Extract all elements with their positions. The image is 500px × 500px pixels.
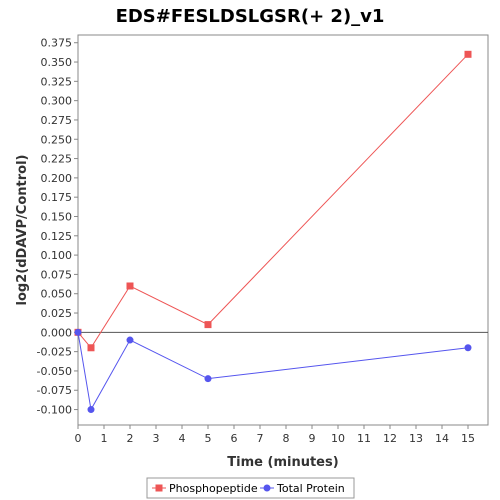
legend-swatch-marker	[263, 484, 271, 492]
y-tick-label: 0.075	[41, 268, 73, 281]
y-tick-label: -0.025	[37, 346, 72, 359]
x-tick-label: 2	[127, 432, 134, 445]
x-tick-label: 6	[231, 432, 238, 445]
total-protein-point	[87, 406, 95, 414]
total-protein-point	[126, 336, 134, 344]
y-tick-label: 0.100	[41, 249, 73, 262]
x-tick-label: 3	[153, 432, 160, 445]
y-tick-label: 0.275	[41, 114, 73, 127]
x-tick-label: 12	[383, 432, 397, 445]
y-axis: -0.100 -0.075 -0.050 -0.025 0.000 0.025 0.050 0…	[37, 37, 78, 417]
x-tick-label: 0	[75, 432, 82, 445]
legend-box	[146, 477, 355, 499]
phosphopeptide-point	[126, 282, 134, 290]
y-tick-label: 0.350	[41, 56, 73, 69]
y-tick-label: 0.300	[41, 95, 73, 108]
phosphopeptide-point	[87, 344, 95, 352]
x-tick-label: 10	[331, 432, 345, 445]
x-axis-title: Time (minutes)	[227, 455, 338, 470]
total-protein-point	[464, 344, 472, 352]
phosphopeptide-point	[204, 321, 212, 329]
legend-swatch-marker	[155, 484, 163, 492]
x-tick-label: 4	[179, 432, 186, 445]
x-tick-label: 7	[257, 432, 264, 445]
x-tick-label: 1	[101, 432, 108, 445]
y-axis-title: log2(dDAVP/Control)	[15, 155, 30, 306]
plot-area	[77, 34, 489, 426]
series-layer	[74, 50, 472, 414]
y-tick-label: -0.075	[37, 384, 72, 397]
y-tick-label: 0.250	[41, 133, 73, 146]
x-tick-label: 8	[283, 432, 290, 445]
x-tick-label: 15	[461, 432, 475, 445]
y-tick-label: 0.325	[41, 75, 73, 88]
phosphopeptide-point	[464, 50, 472, 58]
legend-label-total-protein: Total Protein	[276, 482, 345, 495]
legend-label-phosphopeptide: Phosphopeptide	[169, 482, 258, 495]
x-tick-label: 11	[357, 432, 371, 445]
x-axis: 0 1 2 3 4 5 6 7 8 9 10 11 12 13 14 15	[75, 425, 475, 445]
y-tick-label: -0.050	[37, 365, 72, 378]
x-tick-label: 9	[309, 432, 316, 445]
total-protein-point	[204, 375, 212, 383]
legend: Phosphopeptide Total Protein	[146, 477, 355, 499]
x-tick-label: 13	[409, 432, 423, 445]
x-tick-label: 5	[205, 432, 212, 445]
chart-title: EDS#FESLDSLGSR(+ 2)_v1	[116, 6, 385, 27]
y-tick-label: 0.200	[41, 172, 73, 185]
total-protein-point	[74, 328, 82, 336]
y-tick-label: 0.375	[41, 37, 73, 50]
y-tick-label: -0.100	[37, 404, 72, 417]
y-tick-label: 0.150	[41, 210, 73, 223]
y-tick-label: 0.050	[41, 288, 73, 301]
y-tick-label: 0.025	[41, 307, 73, 320]
y-tick-label: 0.225	[41, 153, 73, 166]
y-tick-label: 0.175	[41, 191, 73, 204]
y-tick-label: 0.125	[41, 230, 73, 243]
y-tick-label: 0.000	[41, 326, 73, 339]
x-tick-label: 14	[435, 432, 449, 445]
